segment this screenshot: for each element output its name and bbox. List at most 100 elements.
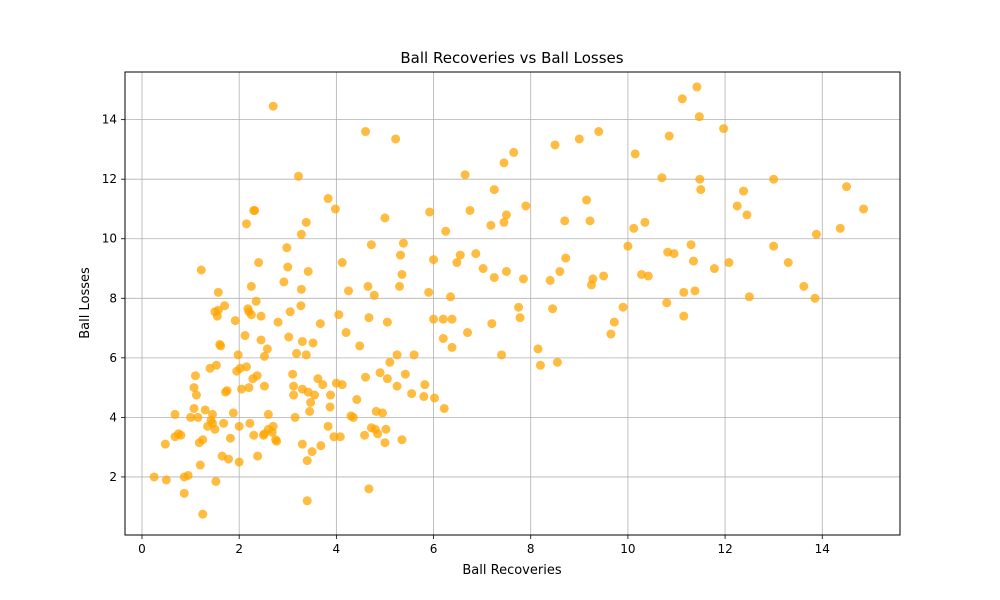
data-point	[176, 430, 186, 440]
data-point	[688, 256, 698, 266]
data-point	[447, 314, 457, 324]
data-point	[369, 290, 379, 300]
data-point	[489, 185, 499, 195]
data-point	[630, 149, 640, 159]
data-point	[419, 392, 429, 402]
y-tick-label: 8	[109, 291, 117, 305]
data-point	[363, 281, 373, 291]
data-point	[246, 281, 256, 291]
data-point	[326, 390, 336, 400]
data-point	[241, 362, 251, 372]
data-point	[395, 281, 405, 291]
data-point	[279, 277, 289, 287]
data-point	[210, 424, 220, 434]
data-point	[400, 369, 410, 379]
data-point	[191, 390, 201, 400]
data-point	[548, 304, 558, 314]
data-point	[263, 409, 273, 419]
data-point	[366, 240, 376, 250]
data-point	[183, 470, 193, 480]
data-point	[460, 170, 470, 180]
data-point	[499, 158, 509, 168]
data-point	[446, 292, 456, 302]
data-point	[237, 384, 247, 394]
x-tick-label: 0	[138, 542, 146, 556]
data-point	[487, 319, 497, 329]
data-point	[355, 341, 365, 351]
data-point	[545, 275, 555, 285]
data-point	[305, 406, 315, 416]
data-point	[161, 475, 171, 485]
data-point	[657, 173, 667, 183]
data-point	[240, 331, 250, 341]
data-point	[285, 307, 295, 317]
data-point	[709, 264, 719, 274]
data-point	[452, 258, 462, 268]
data-point	[407, 389, 417, 399]
y-tick-label: 4	[109, 410, 117, 424]
data-point	[160, 439, 170, 449]
data-point	[213, 305, 223, 315]
data-point	[497, 350, 507, 360]
y-tick-label: 14	[102, 113, 117, 127]
data-point	[515, 313, 525, 323]
data-point	[739, 186, 749, 196]
data-point	[316, 441, 326, 451]
data-point	[380, 438, 390, 448]
data-point	[811, 229, 821, 239]
data-point	[207, 409, 217, 419]
data-point	[835, 223, 845, 233]
data-point	[560, 216, 570, 226]
data-point	[380, 213, 390, 223]
data-point	[478, 264, 488, 274]
data-point	[397, 435, 407, 445]
data-point	[769, 241, 779, 251]
data-point	[361, 127, 371, 137]
x-tick-label: 6	[430, 542, 438, 556]
data-point	[252, 371, 262, 381]
data-point	[249, 430, 259, 440]
data-point	[284, 332, 294, 342]
data-point	[552, 357, 562, 367]
data-point	[799, 281, 809, 291]
data-point	[335, 432, 345, 442]
data-point	[643, 271, 653, 281]
data-point	[463, 328, 473, 338]
data-point	[325, 402, 335, 412]
data-point	[606, 329, 616, 339]
data-point	[149, 472, 159, 482]
data-point	[724, 258, 734, 268]
data-point	[769, 174, 779, 184]
data-point	[486, 220, 496, 230]
data-point	[382, 317, 392, 327]
data-point	[190, 371, 200, 381]
data-point	[692, 82, 702, 92]
data-point	[302, 456, 312, 466]
data-point	[397, 269, 407, 279]
data-point	[309, 390, 319, 400]
data-point	[599, 271, 609, 281]
data-point	[396, 250, 406, 260]
data-point	[392, 350, 402, 360]
data-point	[220, 301, 230, 311]
data-point	[337, 380, 347, 390]
data-point	[283, 262, 293, 272]
x-tick-label: 14	[815, 542, 830, 556]
data-point	[439, 403, 449, 413]
data-point	[348, 412, 358, 422]
data-point	[555, 266, 565, 276]
data-point	[430, 393, 440, 403]
data-point	[588, 274, 598, 284]
data-point	[677, 94, 687, 104]
data-point	[196, 265, 206, 275]
data-point	[810, 293, 820, 303]
x-tick-label: 12	[717, 542, 732, 556]
data-point	[234, 457, 244, 467]
data-point	[361, 372, 371, 382]
x-tick-label: 8	[527, 542, 535, 556]
data-point	[364, 484, 374, 494]
data-point	[489, 272, 499, 282]
data-point	[398, 238, 408, 248]
data-point	[307, 447, 317, 457]
data-point	[303, 266, 313, 276]
